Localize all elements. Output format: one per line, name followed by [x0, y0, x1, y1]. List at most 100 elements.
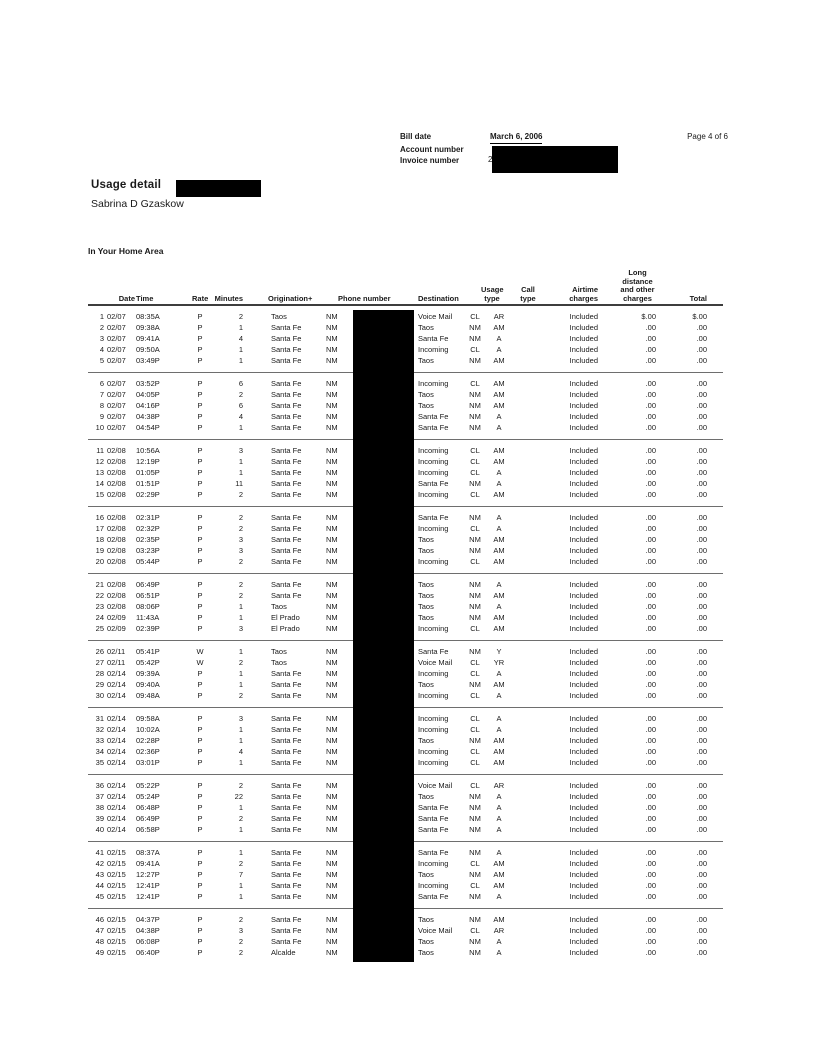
cell-minutes: 2 — [238, 580, 243, 589]
cell-usage-type: CL — [470, 658, 480, 667]
cell-date: 02/08 — [107, 557, 126, 566]
cell-time: 08:35A — [136, 312, 160, 321]
cell-destination: Incoming — [418, 624, 449, 633]
cell-date: 02/08 — [107, 457, 126, 466]
cell-rate: P — [197, 781, 203, 790]
cell-date: 02/14 — [107, 792, 126, 801]
cell-airtime-charges: Included — [569, 479, 598, 488]
cell-airtime-charges: Included — [569, 345, 598, 354]
cell-minutes: 1 — [238, 356, 243, 365]
cell-time: 12:41P — [136, 881, 160, 890]
usage-row: 6 02/07 03:52P P 6 Santa Fe NM Incoming CL AM Incl… — [88, 378, 723, 389]
cell-origination-state: NM — [326, 546, 338, 555]
cell-total: .00 — [696, 624, 707, 633]
cell-time: 03:52P — [136, 379, 160, 388]
cell-date: 02/15 — [107, 937, 126, 946]
cell-call-type: AM — [493, 457, 505, 466]
cell-long-distance-charges: .00 — [645, 669, 656, 678]
cell-long-distance-charges: .00 — [645, 546, 656, 555]
cell-date: 02/08 — [107, 479, 126, 488]
cell-airtime-charges: Included — [569, 758, 598, 767]
cell-call-type: A — [496, 513, 502, 522]
cell-minutes: 2 — [238, 915, 243, 924]
cell-destination: Voice Mail — [418, 926, 453, 935]
usage-row: 8 02/07 04:16P P 6 Santa Fe NM Taos NM AM Included… — [88, 400, 723, 411]
cell-date: 02/08 — [107, 513, 126, 522]
usage-row: 11 02/08 10:56A P 3 Santa Fe NM Incoming CL AM Inc… — [88, 445, 723, 456]
cell-total: .00 — [696, 658, 707, 667]
cell-long-distance-charges: .00 — [645, 647, 656, 656]
cell-date: 02/08 — [107, 535, 126, 544]
cell-time: 09:41A — [136, 334, 160, 343]
cell-time: 10:56A — [136, 446, 160, 455]
cell-destination: Taos — [418, 736, 434, 745]
cell-total: .00 — [696, 513, 707, 522]
cell-origination-state: NM — [326, 915, 338, 924]
cell-origination-state: NM — [326, 848, 338, 857]
cell-origination-city: Santa Fe — [271, 535, 302, 544]
cell-long-distance-charges: .00 — [645, 613, 656, 622]
cell-row-number: 28 — [95, 669, 104, 678]
cell-row-number: 1 — [99, 312, 104, 321]
cell-total: .00 — [696, 892, 707, 901]
cell-usage-type: CL — [470, 379, 480, 388]
cell-rate: P — [197, 937, 203, 946]
cell-destination: Santa Fe — [418, 647, 449, 656]
cell-rate: P — [197, 490, 203, 499]
cell-total: .00 — [696, 546, 707, 555]
cell-usage-type: NM — [469, 356, 481, 365]
cell-origination-city: Santa Fe — [271, 781, 302, 790]
cell-rate: P — [197, 446, 203, 455]
cell-row-number: 17 — [95, 524, 104, 533]
cell-total: .00 — [696, 881, 707, 890]
cell-rate: P — [197, 401, 203, 410]
cell-date: 02/14 — [107, 758, 126, 767]
cell-usage-type: NM — [469, 546, 481, 555]
cell-minutes: 1 — [238, 647, 243, 656]
cell-origination-city: Santa Fe — [271, 513, 302, 522]
row-group: 46 02/15 04:37P P 2 Santa Fe NM Taos NM AM Include… — [88, 909, 723, 964]
cell-origination-state: NM — [326, 334, 338, 343]
header-time: Time — [136, 293, 154, 303]
cell-total: .00 — [696, 345, 707, 354]
cell-usage-type: CL — [470, 312, 480, 321]
cell-usage-type: CL — [470, 624, 480, 633]
header-rate: Rate — [192, 293, 209, 303]
cell-usage-type: NM — [469, 513, 481, 522]
row-group: 1 02/07 08:35A P 2 Taos NM Voice Mail CL AR Includ… — [88, 306, 723, 373]
cell-rate: P — [197, 714, 203, 723]
cell-minutes: 2 — [238, 557, 243, 566]
cell-row-number: 41 — [95, 848, 104, 857]
bill-date-label: Bill date — [400, 132, 432, 141]
cell-time: 05:41P — [136, 647, 160, 656]
usage-row: 19 02/08 03:23P P 3 Santa Fe NM Taos NM AM Include… — [88, 545, 723, 556]
cell-usage-type: NM — [469, 591, 481, 600]
cell-airtime-charges: Included — [569, 948, 598, 957]
cell-total: .00 — [696, 323, 707, 332]
cell-row-number: 49 — [95, 948, 104, 957]
cell-rate: P — [197, 412, 203, 421]
cell-long-distance-charges: .00 — [645, 803, 656, 812]
cell-minutes: 1 — [238, 613, 243, 622]
cell-date: 02/08 — [107, 446, 126, 455]
cell-airtime-charges: Included — [569, 423, 598, 432]
cell-minutes: 2 — [238, 691, 243, 700]
cell-minutes: 3 — [238, 535, 243, 544]
cell-destination: Incoming — [418, 747, 449, 756]
cell-time: 09:58A — [136, 714, 160, 723]
cell-total: .00 — [696, 747, 707, 756]
cell-origination-state: NM — [326, 658, 338, 667]
cell-origination-city: Santa Fe — [271, 926, 302, 935]
cell-long-distance-charges: .00 — [645, 524, 656, 533]
cell-total: .00 — [696, 591, 707, 600]
cell-row-number: 47 — [95, 926, 104, 935]
cell-row-number: 25 — [95, 624, 104, 633]
usage-row: 47 02/15 04:38P P 3 Santa Fe NM Voice Mail CL AR I… — [88, 925, 723, 936]
usage-row: 26 02/11 05:41P W 1 Taos NM Santa Fe NM Y Included… — [88, 646, 723, 657]
cell-call-type: A — [496, 602, 502, 611]
cell-usage-type: CL — [470, 468, 480, 477]
cell-time: 08:37A — [136, 848, 160, 857]
cell-rate: P — [197, 803, 203, 812]
cell-origination-state: NM — [326, 691, 338, 700]
cell-minutes: 2 — [238, 390, 243, 399]
